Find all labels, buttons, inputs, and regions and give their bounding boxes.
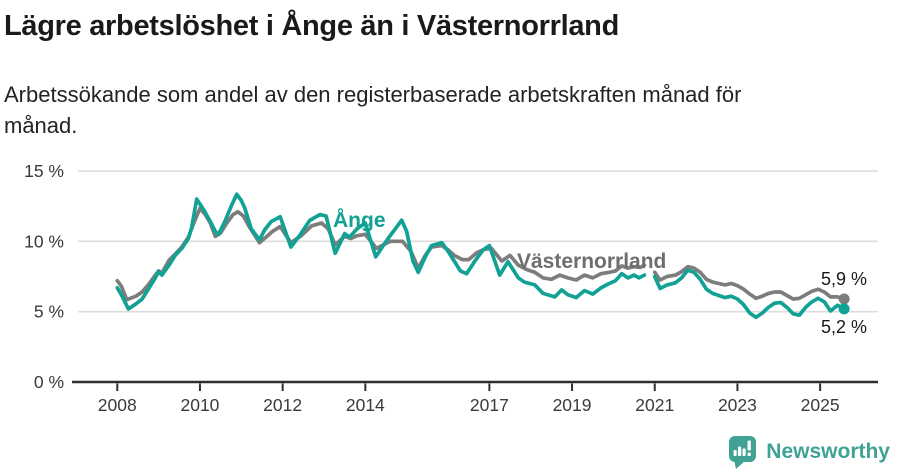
data-lines (115, 192, 846, 320)
page-title: Lägre arbetslöshet i Ånge än i Västernor… (4, 10, 619, 42)
y-tick-label: 0 % (34, 372, 64, 392)
axes: 0 % 5 % 10 % 15 % 2008 2010 2012 2014 2017 2019 20… (24, 161, 878, 415)
x-tick-label: 2008 (98, 395, 137, 415)
subtitle-line-1: Arbetssökande som andel av den registerb… (4, 82, 742, 107)
gridlines (78, 170, 878, 313)
end-dot-ånge (838, 303, 850, 315)
x-tick-label: 2023 (718, 395, 757, 415)
brand-name: Newsworthy (766, 440, 890, 463)
y-tick-label: 10 % (24, 231, 64, 251)
series-line-västernorrland (652, 264, 846, 301)
y-tick-label: 5 % (34, 302, 64, 322)
end-dot-västernorrland (838, 293, 850, 305)
x-tick-label: 2019 (553, 395, 592, 415)
y-tick-label: 15 % (24, 161, 64, 181)
x-tick-label: 2021 (635, 395, 674, 415)
series-line-ånge (652, 268, 846, 320)
newsworthy-brand-link[interactable]: Newsworthy (727, 434, 890, 470)
chart-subtitle: Arbetssökande som andel av den registerb… (4, 79, 741, 141)
subtitle-line-2: månad. (4, 113, 78, 138)
series-label-ange: Ånge (333, 208, 386, 232)
x-tick-label: 2017 (470, 395, 509, 415)
newsworthy-chart-bubble-icon (729, 436, 757, 469)
end-point-dots (838, 293, 850, 315)
end-value-label-vasternorrland: 5,9 % (821, 269, 867, 289)
x-tick-label: 2010 (180, 395, 219, 415)
x-tick-label: 2025 (801, 395, 840, 415)
x-tick-label: 2012 (263, 395, 302, 415)
series-label-vasternorrland: Västernorrland (517, 250, 666, 273)
series-line-ånge (115, 192, 647, 311)
x-tick-label: 2014 (346, 395, 385, 415)
end-value-label-ange: 5,2 % (821, 317, 867, 337)
